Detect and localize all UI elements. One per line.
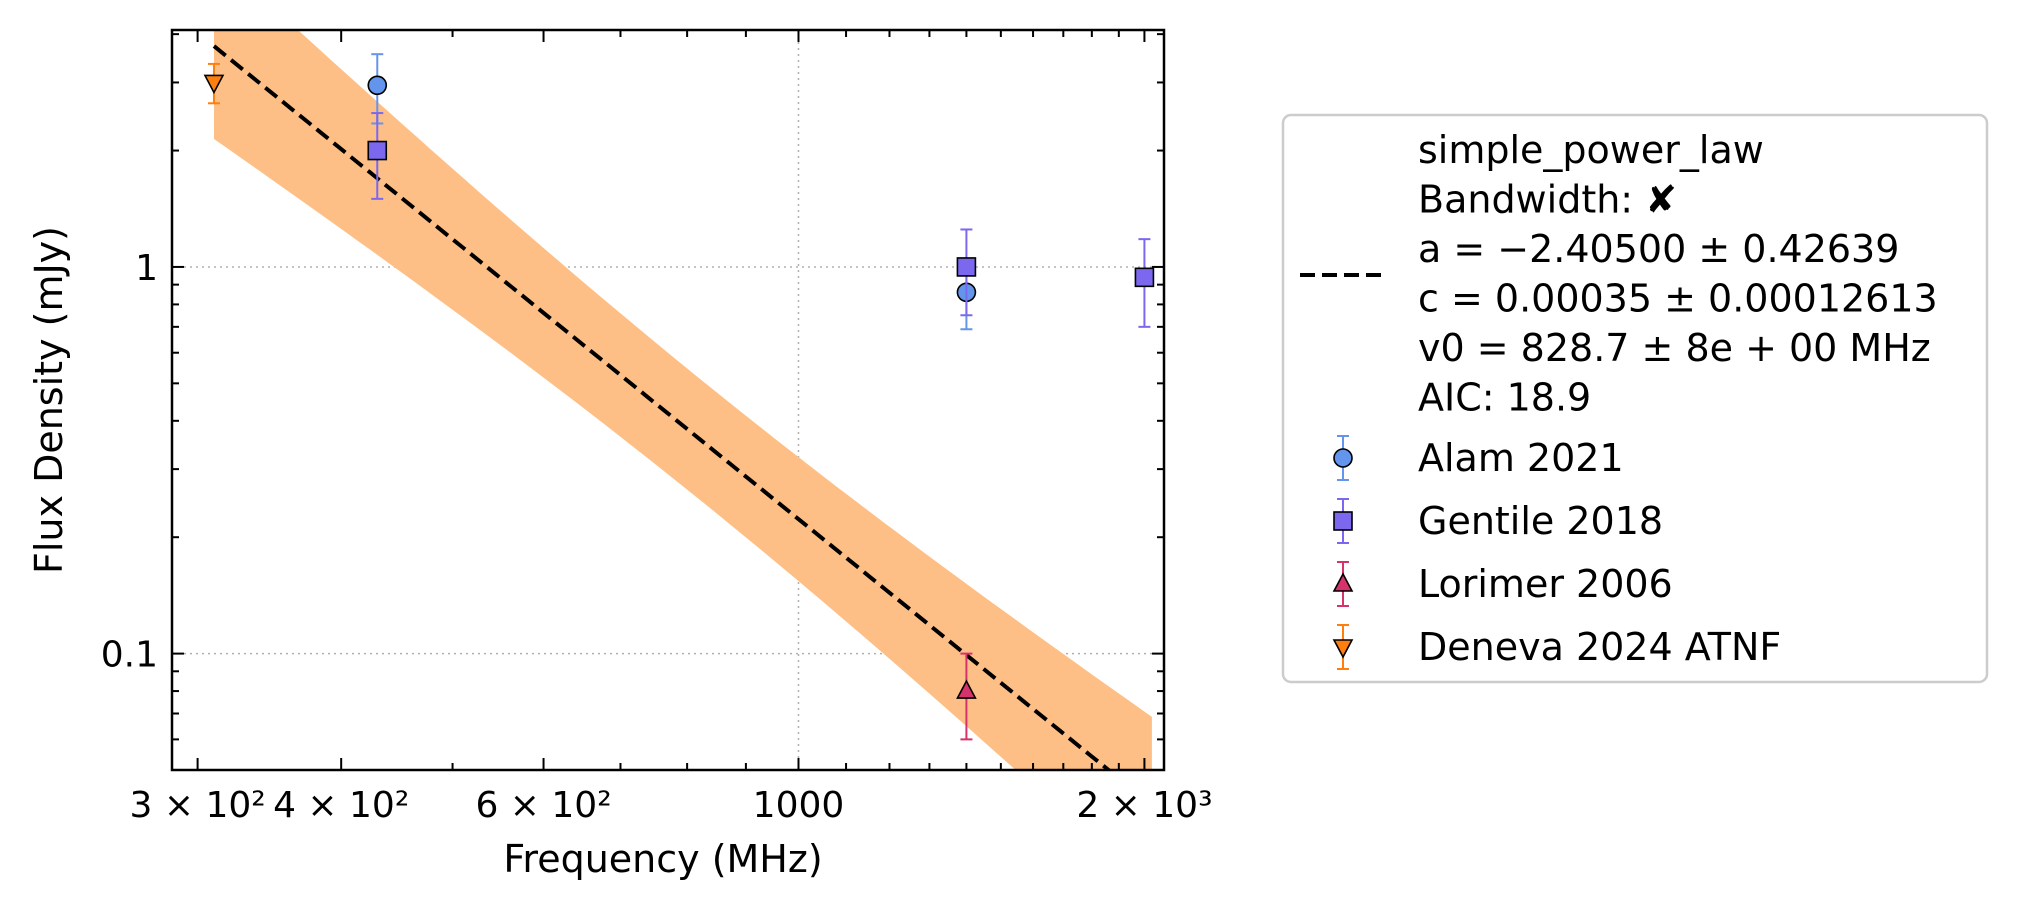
y-axis-label: Flux Density (mJy) [27,226,71,574]
legend-fit-text: c = 0.00035 ± 0.00012613 [1418,277,1938,321]
data-point [1134,267,1155,288]
legend-label: Gentile 2018 [1418,499,1663,543]
data-point [203,74,225,95]
legend: simple_power_law Bandwidth: ✘ a = −2.40500… [1281,113,1989,684]
y-tick-label: 1 [135,248,158,289]
legend-marker [1332,572,1354,592]
ticks [172,30,1164,771]
plot-area [172,30,1164,770]
data-point [956,679,977,699]
x-tick-label: 3 × 10² [129,785,265,826]
fit-line [212,44,1112,770]
data-point [367,140,388,161]
y-tick-label: 0.1 [101,635,158,676]
x-tick-label: 1000 [753,785,845,826]
series-gentile-2018 [367,112,1155,328]
legend-fit-text: simple_power_law [1418,128,1764,172]
series-deneva-2024-atnf [203,62,225,105]
x-tick-label: 4 × 10² [273,785,409,826]
legend-frame [1281,113,1989,684]
legend-fit-text: Bandwidth: ✘ [1418,178,1677,222]
legend-fit-text: v0 = 828.7 ± 8e + 00 MHz [1418,326,1931,370]
legend-marker [1333,511,1353,531]
legend-entry: Gentile 2018 [1333,498,1663,544]
legend-label: Alam 2021 [1418,436,1624,480]
tick-labels: 3 × 10² 4 × 10² 6 × 10² 1000 2 × 10³ 0.1 1 [101,248,1213,826]
axes-frame [170,28,1166,772]
legend-entry: Lorimer 2006 [1332,561,1673,607]
x-tick-label: 2 × 10³ [1076,785,1212,826]
x-axis-label: Frequency (MHz) [503,837,822,881]
legend-label: Lorimer 2006 [1418,562,1673,606]
legend-label: Deneva 2024 ATNF [1418,625,1781,669]
series-lorimer-2006 [956,652,977,741]
legend-marker [1332,639,1354,659]
legend-fit-text: a = −2.40500 ± 0.42639 [1418,227,1899,271]
legend-fit-text: AIC: 18.9 [1418,376,1591,420]
fit-uncertainty-band [214,30,1152,770]
legend-marker [1333,448,1353,468]
data-point [367,75,388,96]
legend-entry: Deneva 2024 ATNF [1332,624,1781,670]
data-point [956,257,977,277]
x-tick-label: 6 × 10² [475,785,611,826]
legend-entry: Alam 2021 [1333,435,1624,481]
legend-entry-fit: simple_power_law Bandwidth: ✘ a = −2.40500… [1300,128,1938,420]
